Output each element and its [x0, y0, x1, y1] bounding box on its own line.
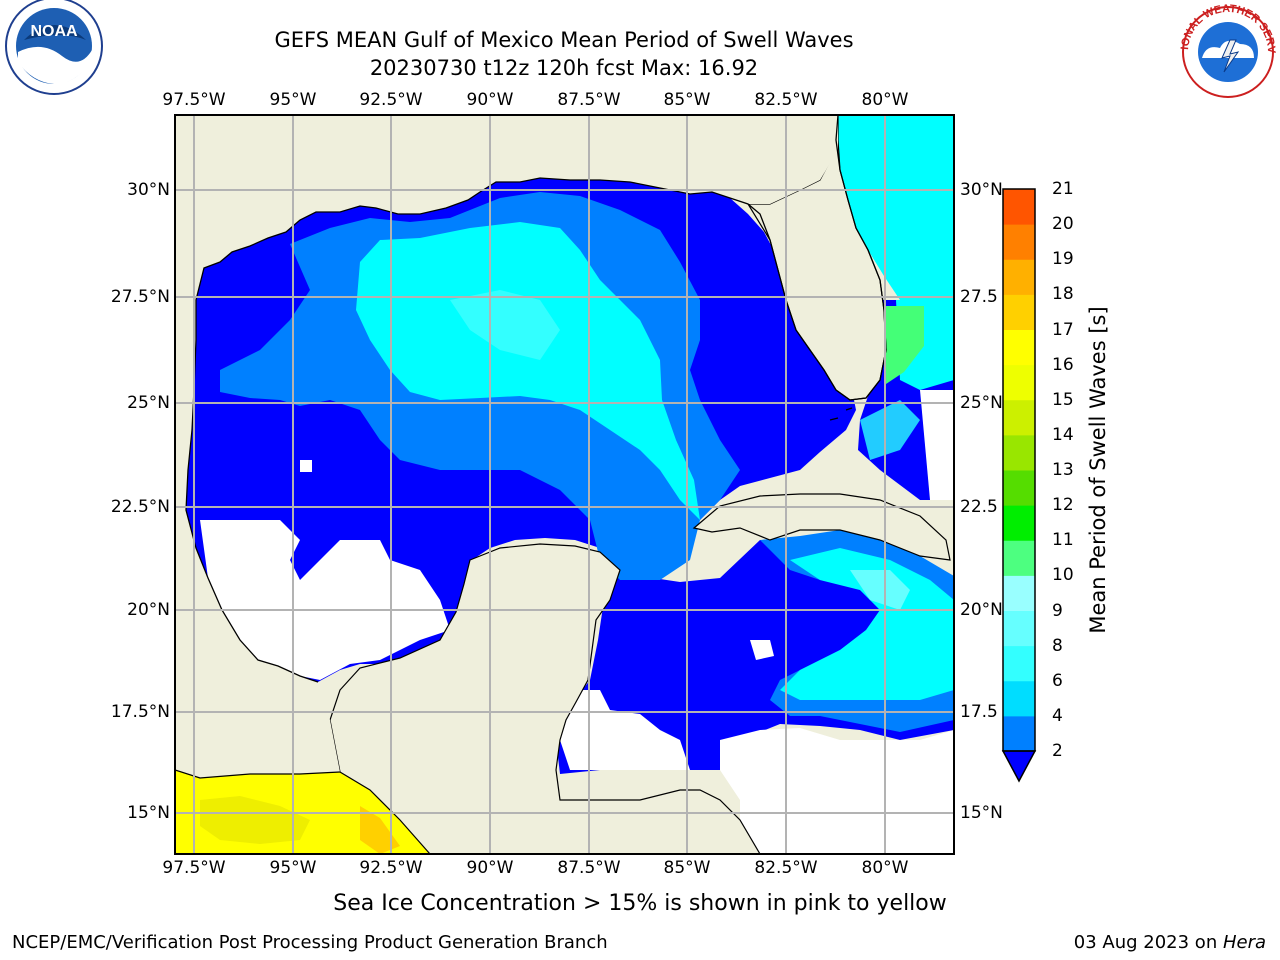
noaa-logo: NOAA [2, 0, 106, 100]
lat-label-right: 15°N [960, 803, 1003, 823]
colorbar-segment [1003, 434, 1035, 471]
lon-label-bottom: 87.5°W [557, 858, 621, 878]
lat-label-right: 25°N [960, 393, 1003, 413]
lon-label-bottom: 82.5°W [754, 858, 818, 878]
lat-label-left: 30°N [127, 180, 170, 200]
colorbar-segment [1003, 224, 1035, 260]
lat-label-right: 30°N [960, 180, 1003, 200]
colorbar-tick-label: 8 [1052, 635, 1063, 656]
title-line-1: GEFS MEAN Gulf of Mexico Mean Period of … [274, 28, 854, 52]
lon-label-top: 80°W [861, 90, 909, 110]
map-frame [174, 114, 955, 855]
colorbar-tick-label: 11 [1052, 530, 1074, 551]
sea-ice-note-text: Sea Ice Concentration > 15% is shown in … [333, 891, 947, 916]
noaa-logo-text: NOAA [30, 23, 78, 40]
colorbar-segment [1003, 715, 1035, 752]
colorbar-extend-arrow [1001, 750, 1037, 783]
sea-ice-note: Sea Ice Concentration > 15% is shown in … [0, 891, 1280, 917]
colorbar-tick-label: 17 [1052, 319, 1074, 340]
colorbar-segment [1003, 189, 1035, 225]
colorbar-tick-label: 16 [1052, 354, 1074, 375]
colorbar-tick-label: 15 [1052, 389, 1074, 410]
colorbar [1001, 188, 1037, 783]
date-text: 03 Aug 2023 on [1073, 932, 1223, 953]
yucatan-land [329, 543, 761, 854]
lat-label-right: 27.5 [960, 287, 998, 307]
lon-label-top: 85°W [663, 90, 711, 110]
masked-area [200, 520, 450, 680]
colorbar-tick-label: 13 [1052, 460, 1074, 480]
lon-label-bottom: 85°W [663, 858, 711, 878]
nws-logo: NATIONAL WEATHER SERVICE [1172, 0, 1280, 100]
colorbar-tick-label: 2 [1052, 741, 1063, 761]
lat-label-left: 25°N [127, 393, 170, 413]
lat-label-left: 15°N [127, 803, 170, 823]
map-grid [175, 115, 954, 854]
lon-label-top: 92.5°W [359, 90, 423, 110]
lon-label-top: 82.5°W [754, 90, 818, 110]
colorbar-segment [1003, 505, 1035, 541]
atlantic-water [836, 115, 954, 300]
lon-label-top: 87.5°W [557, 90, 621, 110]
colorbar-tick-label: 20 [1052, 214, 1074, 235]
colorbar-tick-label: 10 [1052, 565, 1074, 586]
colorbar-segment [1003, 680, 1035, 717]
lon-label-bottom: 80°W [861, 858, 909, 878]
coastline [185, 115, 887, 683]
machine-name: Hera [1222, 932, 1266, 953]
colorbar-segment [1003, 294, 1035, 330]
date-stamp: 03 Aug 2023 on Hera [1074, 932, 1266, 954]
title-line-2: 20230730 t12z 120h fcst Max: 16.92 [369, 56, 759, 80]
lon-label-bottom: 90°W [466, 858, 514, 878]
colorbar-tick-label: 4 [1052, 705, 1063, 726]
lon-label-top: 90°W [466, 90, 514, 110]
colorbar-segment [1003, 575, 1035, 611]
colorbar-tick-label: 12 [1052, 495, 1074, 516]
colorbar-tick-label: 21 [1052, 179, 1074, 199]
colorbar-segment [1003, 399, 1035, 436]
colorbar-tick-label: 6 [1052, 670, 1063, 691]
colorbar-tick-label: 9 [1052, 600, 1063, 621]
colorbar-segment [1003, 540, 1035, 576]
colorbar-segment [1003, 329, 1035, 366]
colorbar-segment [1003, 364, 1035, 401]
lat-label-right: 22.5 [960, 497, 998, 517]
colorbar-tick-label: 19 [1052, 249, 1074, 270]
lon-label-bottom: 97.5°W [162, 858, 226, 878]
lat-label-right: 17.5 [960, 702, 998, 722]
lon-label-top: 95°W [269, 90, 317, 110]
colorbar-segment [1003, 645, 1035, 682]
colorbar-title: Mean Period of Swell Waves [s] [1086, 306, 1110, 634]
lon-label-top: 97.5°W [162, 90, 226, 110]
lat-label-left: 20°N [127, 600, 170, 620]
lat-label-left: 22.5°N [110, 497, 170, 517]
lat-label-right: 20°N [960, 600, 1003, 620]
colorbar-tick-label: 18 [1052, 284, 1074, 305]
lon-label-bottom: 92.5°W [359, 858, 423, 878]
colorbar-segment [1003, 259, 1035, 295]
lon-label-bottom: 95°W [269, 858, 317, 878]
colorbar-segment [1003, 610, 1035, 647]
colorbar-segment [1003, 470, 1035, 506]
credit-text: NCEP/EMC/Verification Post Processing Pr… [12, 932, 608, 953]
colorbar-tick-label: 14 [1052, 424, 1074, 445]
lat-label-left: 27.5°N [110, 287, 170, 307]
colorbar-frame [1002, 188, 1036, 752]
colorbar-tick-labels: 2 4 6 8 9 10 11 12 13 14 15 16 17 18 19 20 21 [1052, 0, 1092, 960]
lat-label-left: 17.5°N [110, 702, 170, 722]
